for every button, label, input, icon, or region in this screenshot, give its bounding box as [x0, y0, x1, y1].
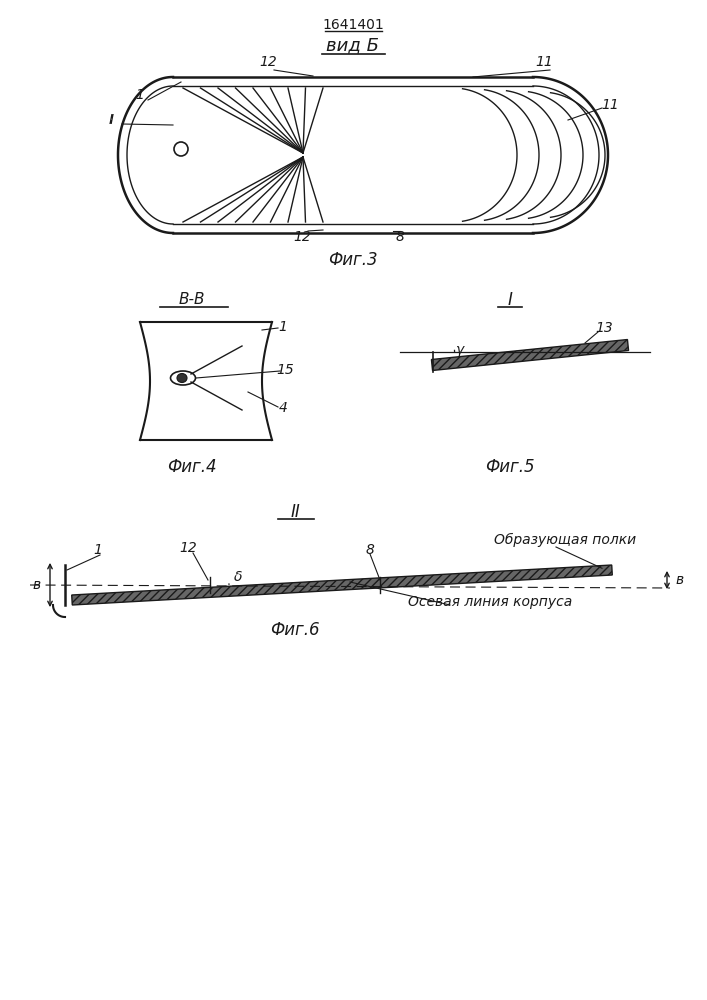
Text: $I\!\!I\!\!I$: $I\!\!I\!\!I$ — [109, 113, 115, 127]
Text: I: I — [508, 291, 513, 309]
Text: 12: 12 — [293, 230, 311, 244]
Text: 1: 1 — [93, 543, 103, 557]
Ellipse shape — [177, 373, 187, 382]
Text: в: в — [33, 578, 41, 592]
Text: в: в — [676, 573, 684, 587]
Polygon shape — [431, 340, 629, 370]
Text: 1641401: 1641401 — [322, 18, 384, 32]
Text: II: II — [290, 503, 300, 521]
Text: Образующая полки: Образующая полки — [494, 533, 636, 547]
Text: В-В: В-В — [179, 292, 205, 308]
Text: 15: 15 — [276, 363, 294, 377]
Text: γ: γ — [457, 343, 464, 357]
Text: 12: 12 — [179, 541, 197, 555]
Text: 1: 1 — [136, 88, 144, 102]
Text: Фиг.5: Фиг.5 — [485, 458, 534, 476]
Text: вид Б: вид Б — [327, 36, 380, 54]
Text: 13: 13 — [595, 321, 613, 335]
Text: 1: 1 — [279, 320, 288, 334]
Text: 8: 8 — [395, 230, 404, 244]
Text: δ: δ — [234, 570, 243, 584]
Text: 12: 12 — [259, 55, 277, 69]
Text: 11: 11 — [535, 55, 553, 69]
Text: 8: 8 — [366, 543, 375, 557]
Text: 11: 11 — [601, 98, 619, 112]
Text: Фиг.4: Фиг.4 — [167, 458, 217, 476]
Polygon shape — [71, 565, 612, 605]
Text: 4: 4 — [279, 401, 288, 415]
Text: Фиг.3: Фиг.3 — [328, 251, 378, 269]
Text: Осевая линия корпуса: Осевая линия корпуса — [408, 595, 572, 609]
Text: Фиг.6: Фиг.6 — [270, 621, 320, 639]
